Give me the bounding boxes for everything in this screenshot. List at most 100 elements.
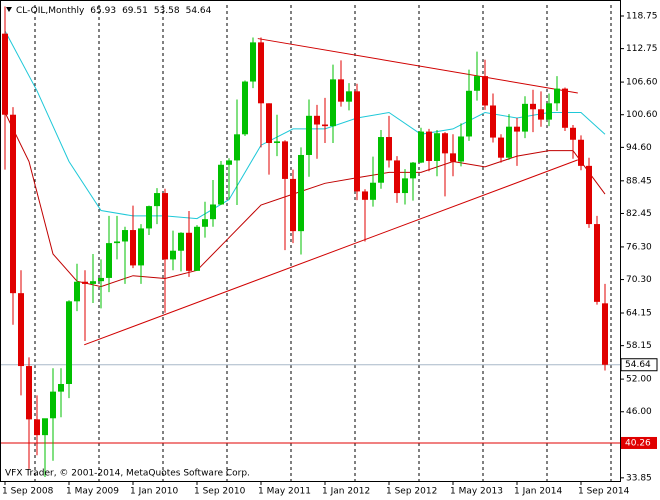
candle-body [586,165,592,225]
level-label: 40.26 [625,438,651,448]
x-tick-label: 1 May 2013 [450,487,503,497]
credit: VFX Trader, © 2001-2014, MetaQuotes Soft… [5,469,250,479]
candle-body [290,178,296,232]
candle-body [394,160,400,194]
candle-body [498,137,504,158]
candle-body [530,103,536,110]
x-tick-label: 1 Sep 2012 [386,487,437,497]
x-tick-label: 1 Sep 2008 [2,487,54,497]
candle-body [178,232,184,251]
menu-arrow [6,7,12,12]
candle-body [578,139,584,166]
candle-body [18,293,24,367]
header-open: 65.93 [90,6,116,16]
candle-body [26,366,32,420]
level-label-box [621,436,657,449]
x-tick-label: 1 Jan 2014 [514,487,562,497]
candle-body [362,191,368,200]
candle-body [522,103,528,132]
candle-body [562,88,568,128]
candle-body [2,33,8,115]
candle-body [378,137,384,183]
candle-body [466,90,472,137]
candle-body [138,228,144,266]
trendline [84,159,578,346]
trendline [257,38,578,94]
candle-body [418,131,424,163]
y-tick-label: 33.85 [626,473,652,483]
candle-body [434,133,440,161]
candle-body [458,136,464,162]
candle-body [450,153,456,162]
x-tick-label: 1 May 2011 [258,487,311,497]
candle-body [58,384,64,392]
candle-body [442,133,448,154]
candle-body [250,42,256,82]
candle-body [570,127,576,140]
candle-body [106,243,112,278]
y-tick-label: 88.45 [626,176,652,186]
x-tick-label: 1 Jan 2012 [322,487,370,497]
candle-body [90,281,96,284]
x-tick-label: 1 Jan 2010 [130,487,178,497]
candle-body [306,115,312,155]
candle-body [346,91,352,102]
y-tick-label: 94.60 [626,143,652,153]
candle-body [370,182,376,200]
header-high: 69.51 [122,6,148,16]
candle-body [258,42,264,104]
candle-body [330,79,336,127]
candle-body [282,141,288,179]
candle-body [186,232,192,271]
candle-body [194,226,200,271]
candle-body [546,103,552,120]
candle-body [338,79,344,102]
candle-body [410,162,416,179]
candle-body [266,103,272,144]
y-tick-label: 76.30 [626,242,652,252]
candle-body [226,160,232,165]
candle-body [602,303,608,365]
chart-header: CL-OIL,Monthly 65.93 69.51 53.58 54.64 [16,6,212,16]
candle-body [298,154,304,232]
y-tick-label: 64.15 [626,309,652,319]
x-tick-label: 1 Sep 2014 [578,487,630,497]
y-tick-label: 46.00 [626,407,652,417]
candle-body [98,277,104,282]
candle-body [82,281,88,284]
candle-body [162,193,168,260]
candle-body [314,115,320,125]
last-price-box [620,358,658,372]
y-tick-label: 52.00 [626,375,652,385]
candle-body [322,124,328,127]
candle-body [154,193,160,207]
y-tick-label: 100.60 [626,110,658,120]
candle-body [210,204,216,220]
candle-body [146,206,152,229]
y-tick-label: 70.30 [626,275,652,285]
candle-body [34,419,40,436]
candle-body [274,141,280,144]
candle-body [386,137,392,161]
candle-body [50,391,56,419]
candle-body [474,76,480,91]
header-close: 54.64 [186,6,212,16]
candle-body [66,301,72,385]
header-low: 53.58 [154,6,180,16]
x-tick-label: 1 Sep 2010 [194,487,246,497]
candle-body [354,91,360,192]
candle-body [538,109,544,120]
candle-body [10,114,16,294]
plot-frame [0,0,621,482]
candle-body [42,418,48,436]
candle-body [402,178,408,194]
y-tick-label: 112.75 [626,44,658,54]
candle-body [114,241,120,244]
candle-body [122,230,128,242]
chart-title: CL-OIL,Monthly [16,6,85,16]
candle-body [514,126,520,132]
candle-body [234,134,240,161]
candle-body [130,230,136,266]
candle-body [202,219,208,227]
